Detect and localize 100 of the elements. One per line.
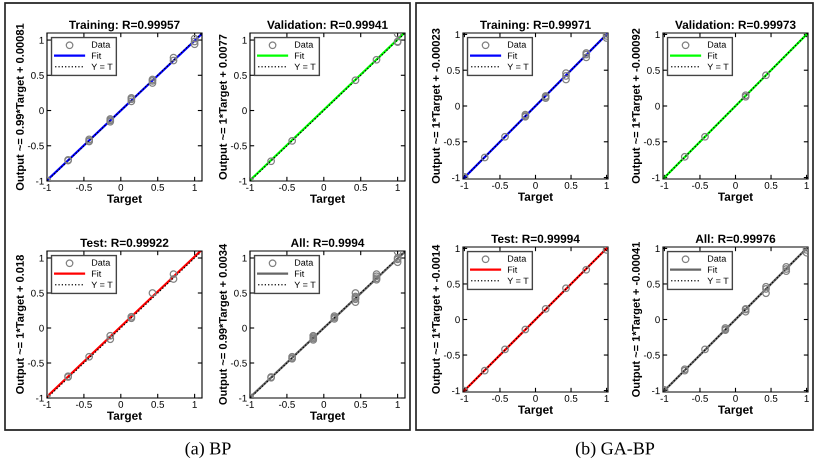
- y-tick-label: 0.5: [447, 280, 460, 288]
- legend-label: Fit: [294, 52, 304, 59]
- y-tick-label: 0: [242, 324, 247, 332]
- x-tick-label: 0.5: [354, 184, 368, 191]
- x-tick-label: 0.5: [764, 182, 778, 189]
- x-tick-label: 1: [804, 395, 809, 402]
- y-tick-label: 0.5: [647, 280, 660, 288]
- y-tick-label: 0: [655, 316, 660, 324]
- legend-label: Data: [294, 259, 314, 266]
- y-tick-label: -0.5: [444, 138, 460, 146]
- x-tick-label: -0.5: [76, 184, 92, 191]
- x-tick-label: 1: [396, 184, 400, 191]
- x-tick-label: 1: [804, 182, 809, 189]
- y-tick-label: 1: [242, 36, 247, 44]
- y-tick-label: 0: [39, 324, 44, 332]
- x-tick-label: -0.5: [278, 401, 295, 408]
- legend-label: Fit: [708, 52, 718, 59]
- x-tick-label: 1: [192, 401, 197, 408]
- x-tick-label: 0.5: [564, 395, 578, 402]
- legend-label: Fit: [92, 270, 102, 277]
- x-tick-label: -1: [660, 395, 668, 402]
- chart-title: Validation: R=0.99973: [675, 20, 796, 29]
- y-axis-title: Output ~= 1*Target + -0.00023: [432, 28, 442, 184]
- y-axis-title: Output ~= 1*Target + -0.00092: [632, 28, 642, 184]
- legend-label: Y = T: [91, 64, 113, 70]
- x-tick-label: 0.5: [151, 401, 164, 408]
- x-axis-title: Target: [107, 194, 142, 206]
- y-axis-title: Output ~= 1*Target + 0.018: [16, 255, 26, 394]
- y-tick-label: -0.5: [230, 142, 247, 150]
- chart-title: Test: R=0.99994: [491, 234, 580, 243]
- y-tick-label: 1: [656, 31, 660, 38]
- x-tick-label: 1: [192, 184, 197, 191]
- y-tick-label: 0: [39, 107, 44, 114]
- legend-label: Data: [294, 41, 314, 48]
- legend-label: Y = T: [707, 278, 729, 284]
- y-tick-label: -1: [652, 174, 660, 182]
- x-axis-title: Target: [718, 406, 753, 416]
- y-tick-label: 0.5: [447, 66, 460, 74]
- y-tick-label: 0.5: [234, 72, 247, 79]
- chart-title: Training: R=0.99971: [480, 20, 591, 32]
- y-tick-label: -0.5: [644, 352, 660, 359]
- x-axis-title: Target: [718, 192, 753, 204]
- y-axis-title: Output ~= 1*Target + -0.0014: [432, 244, 442, 394]
- y-tick-label: 0.5: [31, 72, 44, 79]
- chart-title: All: R=0.9994: [290, 238, 364, 247]
- x-tick-label: 1: [396, 401, 400, 408]
- y-tick-label: 0: [242, 107, 247, 114]
- y-tick-label: 0.5: [234, 290, 247, 297]
- y-tick-label: -0.5: [230, 360, 247, 367]
- legend-label: Data: [92, 41, 110, 48]
- x-axis-title: Target: [310, 412, 345, 422]
- y-tick-label: 0.5: [31, 290, 44, 297]
- x-tick-label: 0: [533, 395, 538, 402]
- y-axis-title: Output ~= 1*Target + -0.00041: [632, 242, 642, 397]
- legend-label: Y = T: [91, 282, 113, 288]
- x-tick-label: 1: [604, 182, 609, 189]
- y-axis-title: Output ~= 1*Target + 0.0077: [218, 34, 230, 180]
- x-tick-label: -0.5: [492, 182, 508, 189]
- x-axis-title: Target: [518, 192, 553, 204]
- x-tick-label: 0: [321, 184, 326, 191]
- x-tick-label: 0: [733, 395, 738, 402]
- y-tick-label: 1: [456, 31, 460, 38]
- y-axis-title: Output ~= 0.99*Target + 0.00081: [16, 24, 26, 190]
- x-tick-label: 0.5: [354, 401, 368, 408]
- legend-label: Fit: [508, 52, 518, 59]
- legend-label: Fit: [92, 52, 102, 59]
- y-tick-label: 0: [655, 102, 660, 110]
- x-tick-label: -1: [660, 182, 668, 189]
- chart-title: Test: R=0.99922: [80, 238, 168, 247]
- y-tick-label: -1: [652, 387, 660, 394]
- x-tick-label: -1: [460, 182, 468, 189]
- text: (b) GA-BP: [576, 442, 654, 458]
- legend-label: Y = T: [507, 278, 529, 284]
- y-tick-label: -0.5: [28, 142, 44, 150]
- x-axis-title: Target: [518, 406, 553, 416]
- chart-title: Validation: R=0.99941: [267, 20, 388, 29]
- x-tick-label: 0.5: [151, 184, 164, 191]
- legend-label: Data: [708, 41, 726, 48]
- legend-label: Fit: [508, 266, 518, 273]
- y-tick-label: -0.5: [444, 352, 460, 359]
- y-tick-label: -1: [452, 174, 460, 182]
- y-tick-label: -0.5: [644, 138, 660, 146]
- legend-label: Y = T: [294, 64, 316, 70]
- x-tick-label: 0: [733, 182, 738, 189]
- legend-label: Y = T: [294, 282, 316, 288]
- y-tick-label: 1: [40, 254, 44, 262]
- x-axis-title: Target: [310, 194, 345, 206]
- y-tick-label: 1: [242, 254, 247, 262]
- legend-label: Fit: [294, 270, 304, 277]
- legend-label: Data: [508, 255, 526, 262]
- x-tick-label: -0.5: [692, 182, 708, 189]
- x-tick-label: 0.5: [764, 395, 778, 402]
- legend-label: Data: [508, 41, 526, 48]
- legend-label: Fit: [708, 266, 718, 273]
- x-tick-label: -0.5: [692, 395, 708, 402]
- y-tick-label: 0.5: [647, 66, 660, 74]
- x-tick-label: 0: [118, 184, 124, 191]
- y-axis-title: Output ~= 0.99*Target + 0.0034: [218, 244, 230, 405]
- x-axis-title: Target: [107, 412, 142, 422]
- x-tick-label: -1: [460, 395, 468, 402]
